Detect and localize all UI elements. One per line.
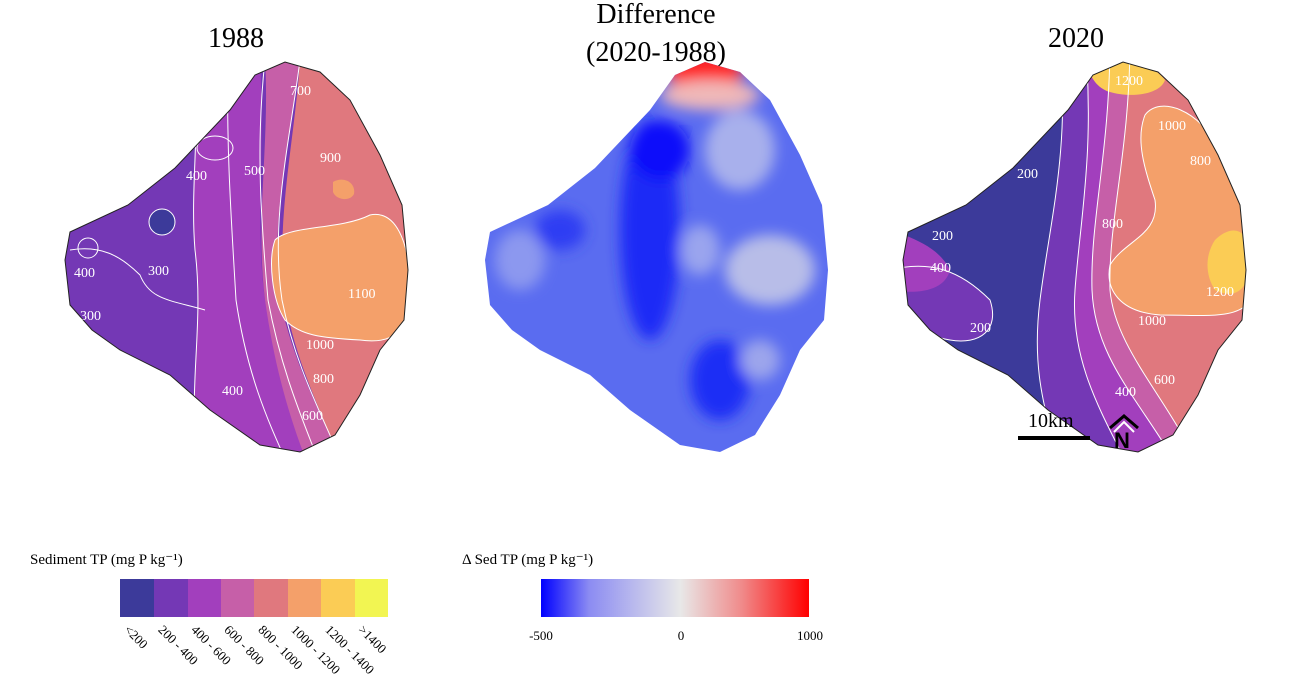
contour-line — [196, 135, 234, 161]
contour-label: 400 — [74, 266, 95, 281]
tp-zone-1200-1400-east — [1207, 230, 1246, 294]
contour-label: 600 — [1154, 373, 1175, 388]
contour-label: 200 — [1017, 167, 1038, 182]
contour-label: 800 — [1190, 154, 1211, 169]
legend-tp-colorbar — [120, 579, 388, 617]
tp-zone-1000-1200-small — [333, 179, 355, 200]
diff-mid-zone — [705, 110, 775, 190]
diff-low-zone — [690, 340, 750, 420]
contour-line — [69, 248, 206, 311]
diff-low-zone — [535, 210, 585, 250]
legend-swatch — [154, 579, 188, 617]
legend-swatch — [221, 579, 254, 617]
contour-label: 1000 — [306, 338, 334, 353]
contour-label: 200 — [970, 321, 991, 336]
legend-swatch — [120, 579, 154, 617]
contour-label: 1200 — [1206, 285, 1234, 300]
contour-label: 1100 — [348, 287, 375, 302]
contour-line — [77, 237, 99, 259]
contour-labels-2020: 1200 1000 800 200 800 200 400 1200 1000 … — [930, 74, 1234, 400]
contour-label: 200 — [932, 229, 953, 244]
contour-labels-1988: 700 900 500 400 300 400 300 1100 1000 80… — [74, 84, 375, 424]
tp-zone-600-800 — [261, 62, 345, 452]
tp-zone-1000-1200 — [271, 214, 408, 341]
legend-diff-tick: 1000 — [797, 628, 823, 643]
legend-swatch — [254, 579, 288, 617]
contour-label: 1000 — [1138, 314, 1166, 329]
title-difference-period: (2020-1988) — [586, 37, 726, 68]
legend-swatch — [321, 579, 355, 617]
contour-line — [148, 208, 176, 236]
diff-mid-zone — [495, 230, 545, 290]
contour-label: 500 — [244, 164, 265, 179]
contour-line — [1091, 62, 1181, 452]
diff-mid-zone — [680, 225, 720, 275]
contour-label: 1200 — [1115, 74, 1143, 89]
contour-label: 400 — [1115, 385, 1136, 400]
title-2020: 2020 — [1048, 23, 1104, 54]
contour-line — [277, 62, 346, 452]
title-1988: 1988 — [208, 23, 264, 54]
contour-label: 400 — [222, 384, 243, 399]
legend-diff-tick: 0 — [677, 628, 685, 643]
contour-label: 400 — [186, 169, 207, 184]
title-difference: Difference — [596, 0, 716, 30]
legend-diff-colorbar — [541, 579, 809, 617]
diff-low-zone — [630, 120, 690, 180]
contour-label: 800 — [1102, 217, 1123, 232]
contour-label: 1000 — [1158, 119, 1186, 134]
diff-mid-zone — [725, 235, 815, 305]
legend-swatch — [188, 579, 221, 617]
map-1988: 700 900 500 400 300 400 300 1100 1000 80… — [64, 61, 409, 453]
tp-zone-400-600 — [193, 62, 320, 452]
diff-mid-zone — [740, 340, 780, 380]
contour-label: 600 — [302, 409, 323, 424]
tp-zone-lt200 — [149, 209, 175, 235]
contour-label: 700 — [290, 84, 311, 99]
contour-line — [227, 62, 291, 452]
scale-bar-label: 10km — [1028, 410, 1074, 432]
lake-outline — [902, 61, 1247, 453]
diff-high-zone — [660, 80, 760, 110]
contour-label: 900 — [320, 151, 341, 166]
contour-line — [1073, 62, 1131, 452]
contour-label: 300 — [148, 264, 169, 279]
contour-label: 300 — [80, 309, 101, 324]
contour-line — [259, 62, 323, 452]
north-arrow-label: N — [1114, 428, 1130, 453]
legend-diff-title: Δ Sed TP (mg P kg⁻¹) — [462, 552, 594, 568]
map-2020: 1200 1000 800 200 800 200 400 1200 1000 … — [902, 61, 1247, 453]
lake-outline — [64, 61, 409, 453]
contour-label: 400 — [930, 261, 951, 276]
legend-tp-title: Sediment TP (mg P kg⁻¹) — [30, 552, 183, 568]
contour-label: 800 — [313, 372, 334, 387]
legend-tp-label: <200 — [121, 622, 151, 652]
north-arrow-icon — [1109, 414, 1139, 433]
legend-swatch — [355, 579, 388, 617]
legend-diff-tick: -500 — [529, 628, 553, 643]
legend-swatch — [288, 579, 321, 617]
map-difference — [485, 62, 828, 452]
contour-line — [1109, 62, 1201, 452]
